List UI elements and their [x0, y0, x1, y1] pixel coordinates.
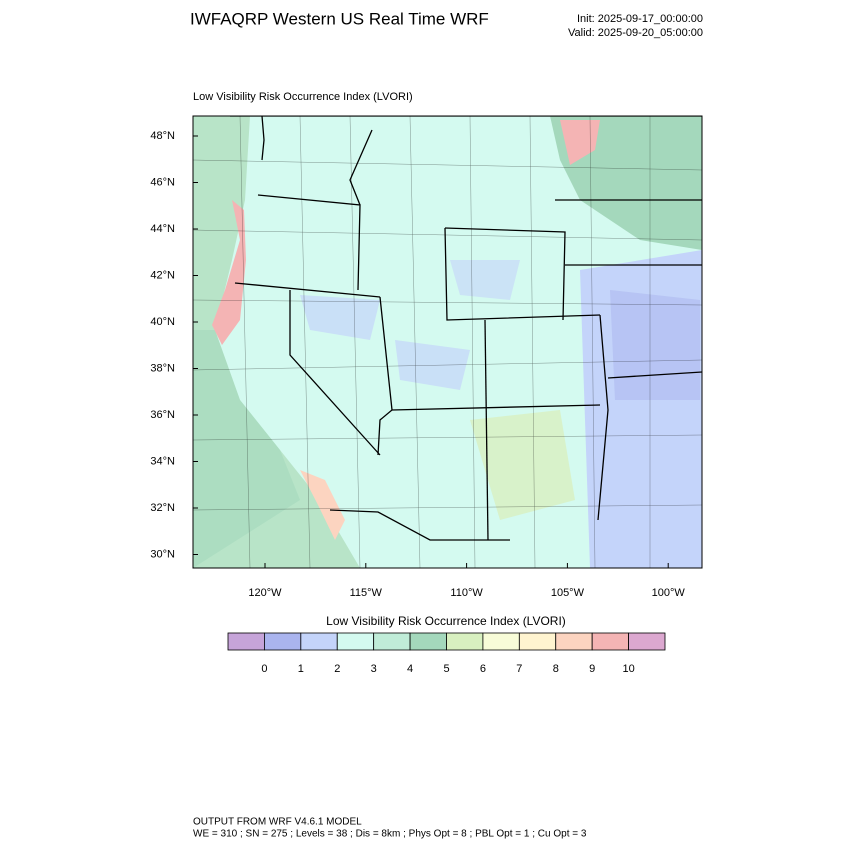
- lon-label: 120°W: [248, 587, 282, 599]
- title: IWFAQRP Western US Real Time WRF: [190, 9, 489, 28]
- valid-time: Valid: 2025-09-20_05:00:00: [568, 27, 703, 39]
- colorbar-label: 8: [553, 663, 559, 675]
- lat-label: 46°N: [150, 176, 175, 188]
- init-time: Init: 2025-09-17_00:00:00: [577, 13, 703, 25]
- colorbar-box: [409, 632, 447, 651]
- map-field: [193, 116, 702, 568]
- colorbar-box: [628, 632, 666, 651]
- colorbar-box: [446, 632, 484, 651]
- colorbar-box: [555, 632, 593, 651]
- colorbar-label: 5: [443, 663, 449, 675]
- colorbar-box: [482, 632, 520, 651]
- lat-label: 32°N: [150, 502, 175, 514]
- lon-label: 100°W: [652, 587, 686, 599]
- lat-label: 40°N: [150, 316, 175, 328]
- colorbar-label: 9: [589, 663, 595, 675]
- map-axes: 48°N 46°N 44°N 42°N 40°N 38°N 36°N 34°N 32°N 30°N…: [150, 130, 685, 599]
- map-title: Low Visibility Risk Occurrence Index (LV…: [193, 91, 413, 103]
- lon-label: 110°W: [450, 587, 483, 599]
- lat-label: 44°N: [150, 223, 175, 235]
- colorbar-label: 4: [407, 663, 413, 675]
- lat-label: 42°N: [150, 269, 175, 281]
- colorbar-label: 3: [371, 663, 377, 675]
- footer-line: WE = 310 ; SN = 275 ; Levels = 38 ; Dis …: [193, 829, 587, 840]
- colorbar-box: [227, 632, 265, 651]
- colorbar-title: Low Visibility Risk Occurrence Index (LV…: [326, 614, 566, 628]
- colorbar-label: 1: [298, 663, 304, 675]
- lon-label: 105°W: [551, 587, 585, 599]
- colorbar: 0 1 2 3 4 5 6 7 8 9 10: [227, 632, 666, 675]
- colorbar-label: 10: [622, 663, 634, 675]
- map-frame: [192, 115, 703, 569]
- colorbar-box: [264, 632, 302, 651]
- footer-line: OUTPUT FROM WRF V4.6.1 MODEL: [193, 817, 362, 828]
- lat-label: 38°N: [150, 362, 175, 374]
- colorbar-box: [336, 632, 375, 651]
- colorbar-box: [373, 632, 411, 651]
- lon-label: 115°W: [350, 587, 383, 599]
- colorbar-label: 2: [334, 663, 340, 675]
- lat-label: 34°N: [150, 455, 175, 467]
- colorbar-box: [300, 632, 338, 651]
- colorbar-label: 7: [516, 663, 522, 675]
- colorbar-box: [591, 632, 629, 651]
- colorbar-box: [518, 632, 557, 651]
- lat-label: 36°N: [150, 409, 175, 421]
- colorbar-label: 0: [261, 663, 267, 675]
- colorbar-label: 6: [480, 663, 486, 675]
- lat-label: 30°N: [150, 548, 175, 560]
- lat-label: 48°N: [150, 130, 175, 142]
